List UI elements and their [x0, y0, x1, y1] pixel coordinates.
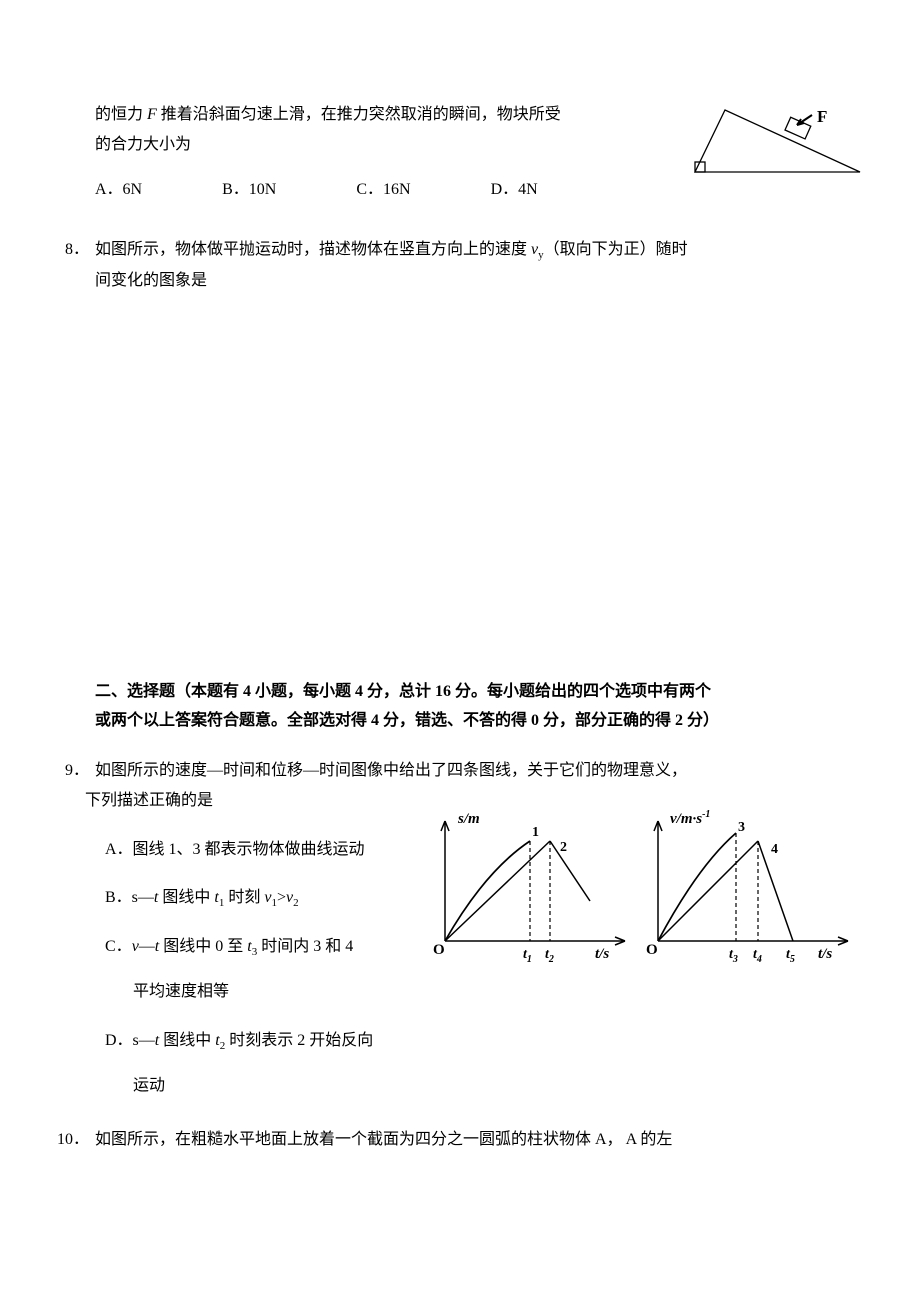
section-2-heading: 二、选择题（本题有 4 小题，每小题 4 分，总计 16 分。每小题给出的四个选… — [95, 677, 825, 736]
q9-graphs: s/m 1 2 O t1 t2 t/s v/m·s-1 3 4 O t3 t4 … — [425, 806, 855, 966]
q7-line1: 的恒力 F 推着沿斜面匀速上滑，在推力突然取消的瞬间，物块所受 — [95, 106, 561, 123]
section-2-line2: 或两个以上答案符合题意。全部选对得 4 分，错选、不答的得 0 分，部分正确的得… — [95, 706, 825, 736]
question-9: 9． 如图所示的速度—时间和位移—时间图像中给出了四条图线，关于它们的物理意义，… — [95, 756, 825, 1101]
q9-opt-c-line2: 平均速度相等 — [133, 977, 825, 1007]
svg-text:t4: t4 — [753, 947, 762, 965]
q7-opt-a: A．6N — [95, 175, 142, 205]
svg-text:s/m: s/m — [457, 811, 480, 827]
question-8: 8． 如图所示，物体做平抛运动时，描述物体在竖直方向上的速度 vy（取向下为正）… — [95, 235, 825, 296]
svg-text:t/s: t/s — [595, 946, 609, 962]
question-10: 10． 如图所示，在粗糙水平地面上放着一个截面为四分之一圆弧的柱状物体 A， A… — [95, 1125, 825, 1155]
q7-line2: 的合力大小为 — [95, 136, 191, 153]
q9-number: 9． — [65, 756, 89, 786]
svg-text:3: 3 — [738, 820, 745, 835]
svg-text:2: 2 — [560, 840, 567, 855]
svg-text:v/m·s-1: v/m·s-1 — [670, 809, 710, 827]
svg-text:t5: t5 — [786, 947, 795, 965]
svg-text:O: O — [433, 942, 445, 958]
question-7-continued: 的恒力 F 推着沿斜面匀速上滑，在推力突然取消的瞬间，物块所受 的合力大小为 F… — [95, 100, 825, 205]
svg-text:t1: t1 — [523, 947, 532, 965]
q7-opt-d: D．4N — [491, 175, 538, 205]
svg-text:t/s: t/s — [818, 946, 832, 962]
q10-text: 如图所示，在粗糙水平地面上放着一个截面为四分之一圆弧的柱状物体 A， A 的左 — [95, 1131, 672, 1148]
q8-line2: 间变化的图象是 — [95, 266, 825, 296]
q9-line1: 如图所示的速度—时间和位移—时间图像中给出了四条图线，关于它们的物理意义， — [95, 762, 687, 779]
svg-text:t3: t3 — [729, 947, 738, 965]
svg-text:O: O — [646, 942, 658, 958]
q8-line1: 如图所示，物体做平抛运动时，描述物体在竖直方向上的速度 vy（取向下为正）随时 — [95, 241, 688, 258]
force-label: F — [817, 107, 827, 126]
q9-opt-d: D．s—t 图线中 t2 时刻表示 2 开始反向 — [105, 1026, 825, 1057]
q9-opt-d-line2: 运动 — [133, 1071, 825, 1101]
svg-text:1: 1 — [532, 825, 539, 840]
q7-opt-c: C．16N — [356, 175, 410, 205]
svg-text:t2: t2 — [545, 947, 554, 965]
q7-text: 的恒力 F 推着沿斜面匀速上滑，在推力突然取消的瞬间，物块所受 的合力大小为 — [95, 100, 635, 161]
svg-text:4: 4 — [771, 842, 778, 857]
section-2-line1: 二、选择题（本题有 4 小题，每小题 4 分，总计 16 分。每小题给出的四个选… — [95, 677, 825, 707]
q7-opt-b: B．10N — [222, 175, 276, 205]
incline-diagram: F — [690, 92, 865, 182]
q10-number: 10． — [57, 1125, 89, 1155]
q8-number: 8． — [65, 235, 89, 265]
